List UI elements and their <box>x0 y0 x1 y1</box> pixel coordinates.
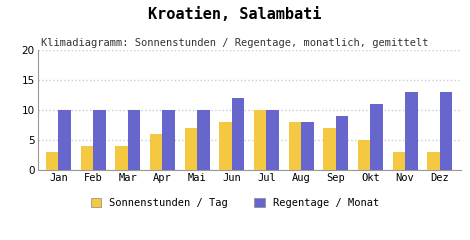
Bar <box>392 152 405 170</box>
Bar <box>232 98 244 170</box>
Bar <box>427 152 440 170</box>
Bar <box>80 146 93 170</box>
Bar <box>93 110 106 170</box>
Bar <box>128 110 140 170</box>
Bar <box>370 104 383 170</box>
Bar <box>46 152 58 170</box>
Legend: Sonnenstunden / Tag, Regentage / Monat: Sonnenstunden / Tag, Regentage / Monat <box>91 198 379 208</box>
Bar <box>301 122 313 170</box>
Bar <box>163 110 175 170</box>
Text: Klimadiagramm: Sonnenstunden / Regentage, monatlich, gemittelt: Klimadiagramm: Sonnenstunden / Regentage… <box>41 38 429 48</box>
Bar <box>289 122 301 170</box>
Bar <box>323 128 336 170</box>
Text: Copyright (C) 2010 sonnenlaender.de: Copyright (C) 2010 sonnenlaender.de <box>132 222 338 232</box>
Bar <box>219 122 232 170</box>
Bar <box>254 110 266 170</box>
Bar <box>358 140 370 170</box>
Bar <box>185 128 197 170</box>
Bar <box>336 116 348 170</box>
Bar <box>266 110 279 170</box>
Bar <box>440 92 452 170</box>
Bar <box>58 110 71 170</box>
Bar <box>150 134 163 170</box>
Bar <box>197 110 210 170</box>
Bar <box>405 92 418 170</box>
Text: Kroatien, Salambati: Kroatien, Salambati <box>149 7 321 22</box>
Bar <box>115 146 128 170</box>
